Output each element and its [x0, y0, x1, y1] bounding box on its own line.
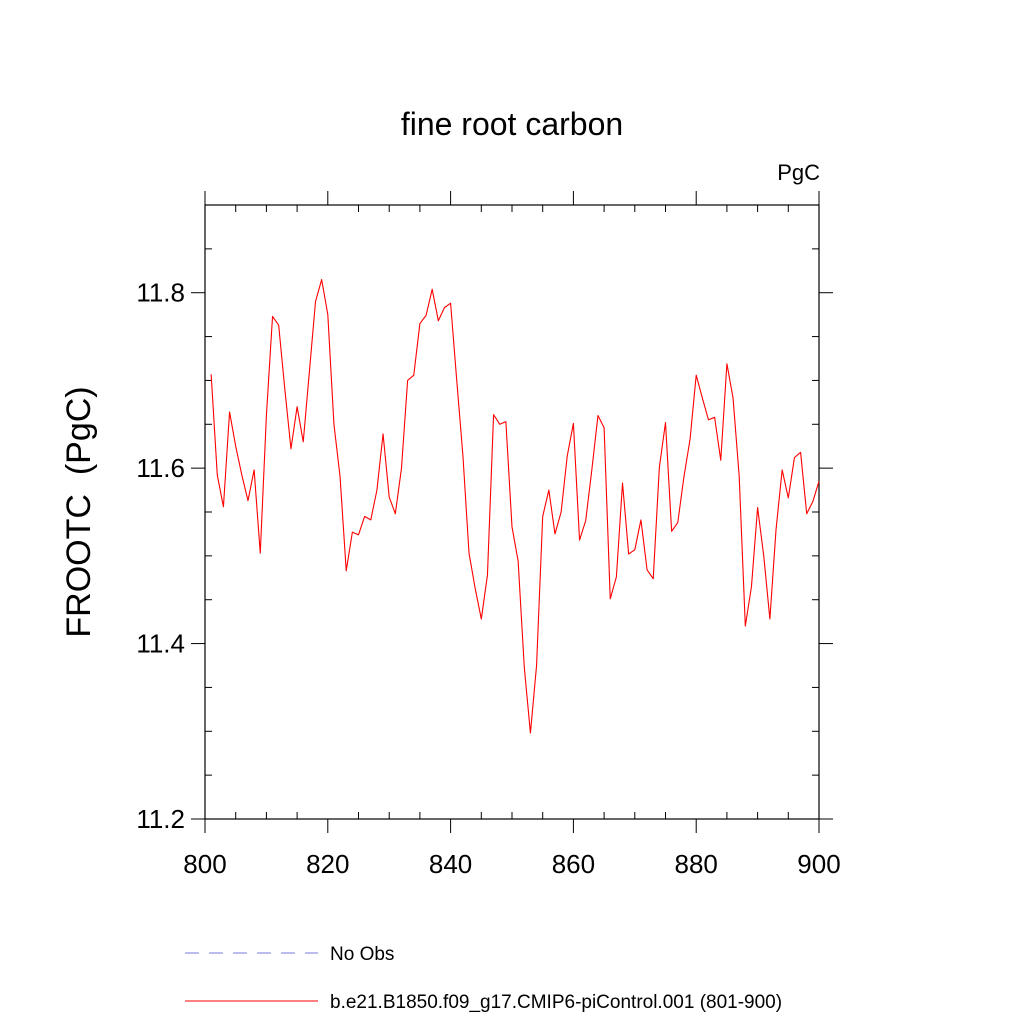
legend: No Obs b.e21.B1850.f09_g17.CMIP6-piContr…	[185, 944, 782, 1013]
y-axis: 11.2 11.4 11.6 11.8	[136, 248, 833, 834]
plot-frame	[204, 204, 820, 820]
x-tick-label: 880	[675, 849, 718, 879]
x-tick-label: 840	[429, 849, 472, 879]
y-tick-label: 11.2	[136, 804, 185, 834]
units-label: PgC	[777, 160, 820, 185]
series-line	[210, 279, 820, 734]
x-tick-label: 860	[552, 849, 595, 879]
y-tick-label: 11.6	[136, 453, 185, 483]
x-tick-label: 820	[306, 849, 349, 879]
chart-title: fine root carbon	[401, 106, 623, 142]
legend-no-obs-label: No Obs	[330, 944, 394, 965]
legend-model-label: b.e21.B1850.f09_g17.CMIP6-piControl.001 …	[330, 992, 782, 1013]
y-tick-label: 11.8	[136, 278, 185, 308]
series-layer	[210, 279, 820, 734]
x-axis: 800 820 840 860 880 900	[183, 191, 841, 879]
x-tick-label: 900	[797, 849, 840, 879]
x-tick-label: 800	[183, 849, 226, 879]
y-tick-label: 11.4	[136, 629, 185, 659]
y-axis-label: FROOTC (PgC)	[60, 386, 98, 637]
